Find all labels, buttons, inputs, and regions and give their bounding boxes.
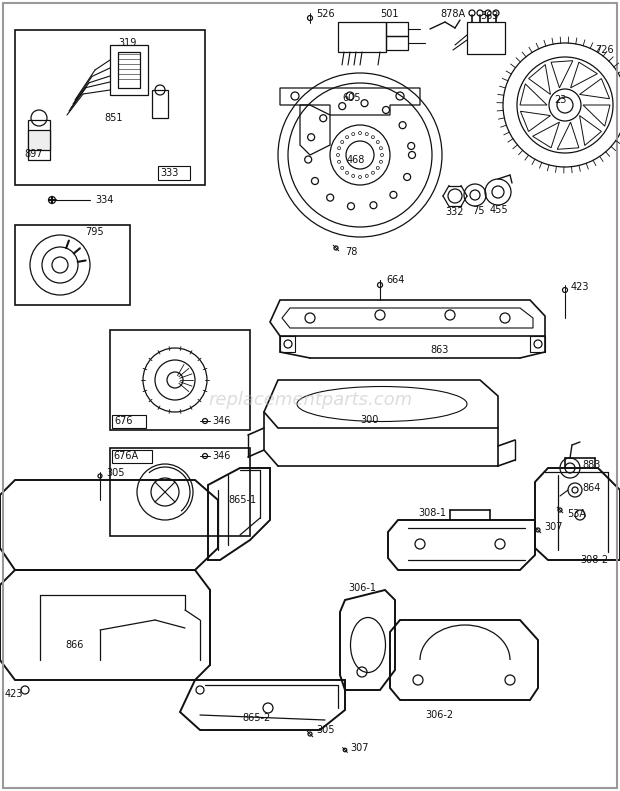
Text: 664: 664: [386, 275, 404, 285]
Text: 795: 795: [85, 227, 104, 237]
Bar: [152, 90, 168, 118]
Text: 878A: 878A: [440, 9, 465, 19]
Text: 319: 319: [118, 38, 136, 48]
Text: 863: 863: [430, 345, 448, 355]
Text: 305: 305: [106, 468, 125, 478]
Bar: [110, 448, 250, 536]
Bar: [386, 22, 408, 36]
Bar: [112, 450, 152, 463]
Bar: [386, 36, 408, 50]
Text: 307: 307: [544, 522, 562, 532]
Text: 332: 332: [445, 207, 464, 217]
Text: 75: 75: [472, 206, 484, 216]
Text: 864: 864: [582, 483, 600, 493]
Text: 346: 346: [212, 451, 231, 461]
Text: 306-2: 306-2: [425, 710, 453, 720]
Bar: [15, 30, 205, 185]
Bar: [158, 166, 190, 180]
Text: 883: 883: [582, 460, 600, 470]
Bar: [28, 120, 50, 160]
Text: 468: 468: [347, 155, 365, 165]
Bar: [467, 22, 505, 54]
Bar: [118, 52, 140, 88]
Text: 866: 866: [65, 640, 83, 650]
Text: 308-1: 308-1: [418, 508, 446, 518]
Text: 305: 305: [316, 725, 335, 735]
Bar: [110, 45, 148, 95]
Text: 605: 605: [342, 93, 360, 103]
Text: replacementparts.com: replacementparts.com: [208, 391, 412, 409]
Text: 78: 78: [345, 247, 357, 257]
Text: 53A: 53A: [567, 509, 586, 519]
Text: 501: 501: [380, 9, 399, 19]
Bar: [28, 130, 50, 150]
Bar: [112, 415, 146, 428]
Text: 334: 334: [95, 195, 113, 205]
Text: 455: 455: [490, 205, 508, 215]
Text: 897: 897: [24, 149, 43, 159]
Text: 307: 307: [350, 743, 368, 753]
Text: 726: 726: [595, 45, 614, 55]
Bar: [338, 22, 386, 52]
Bar: [110, 330, 250, 430]
Text: 676A: 676A: [113, 451, 138, 461]
Bar: [15, 225, 130, 305]
Text: 333: 333: [160, 168, 179, 178]
Text: 865-1: 865-1: [228, 495, 256, 505]
Text: 363: 363: [480, 11, 498, 21]
Text: 423: 423: [5, 689, 24, 699]
Text: 306-1: 306-1: [348, 583, 376, 593]
Text: 308-2: 308-2: [580, 555, 608, 565]
Text: 300: 300: [360, 415, 378, 425]
Text: 423: 423: [571, 282, 590, 292]
Text: 676: 676: [114, 416, 133, 426]
Text: 23: 23: [554, 95, 567, 105]
Text: 865-2: 865-2: [242, 713, 270, 723]
Text: 851: 851: [104, 113, 123, 123]
Text: 526: 526: [316, 9, 335, 19]
Text: 346: 346: [212, 416, 231, 426]
